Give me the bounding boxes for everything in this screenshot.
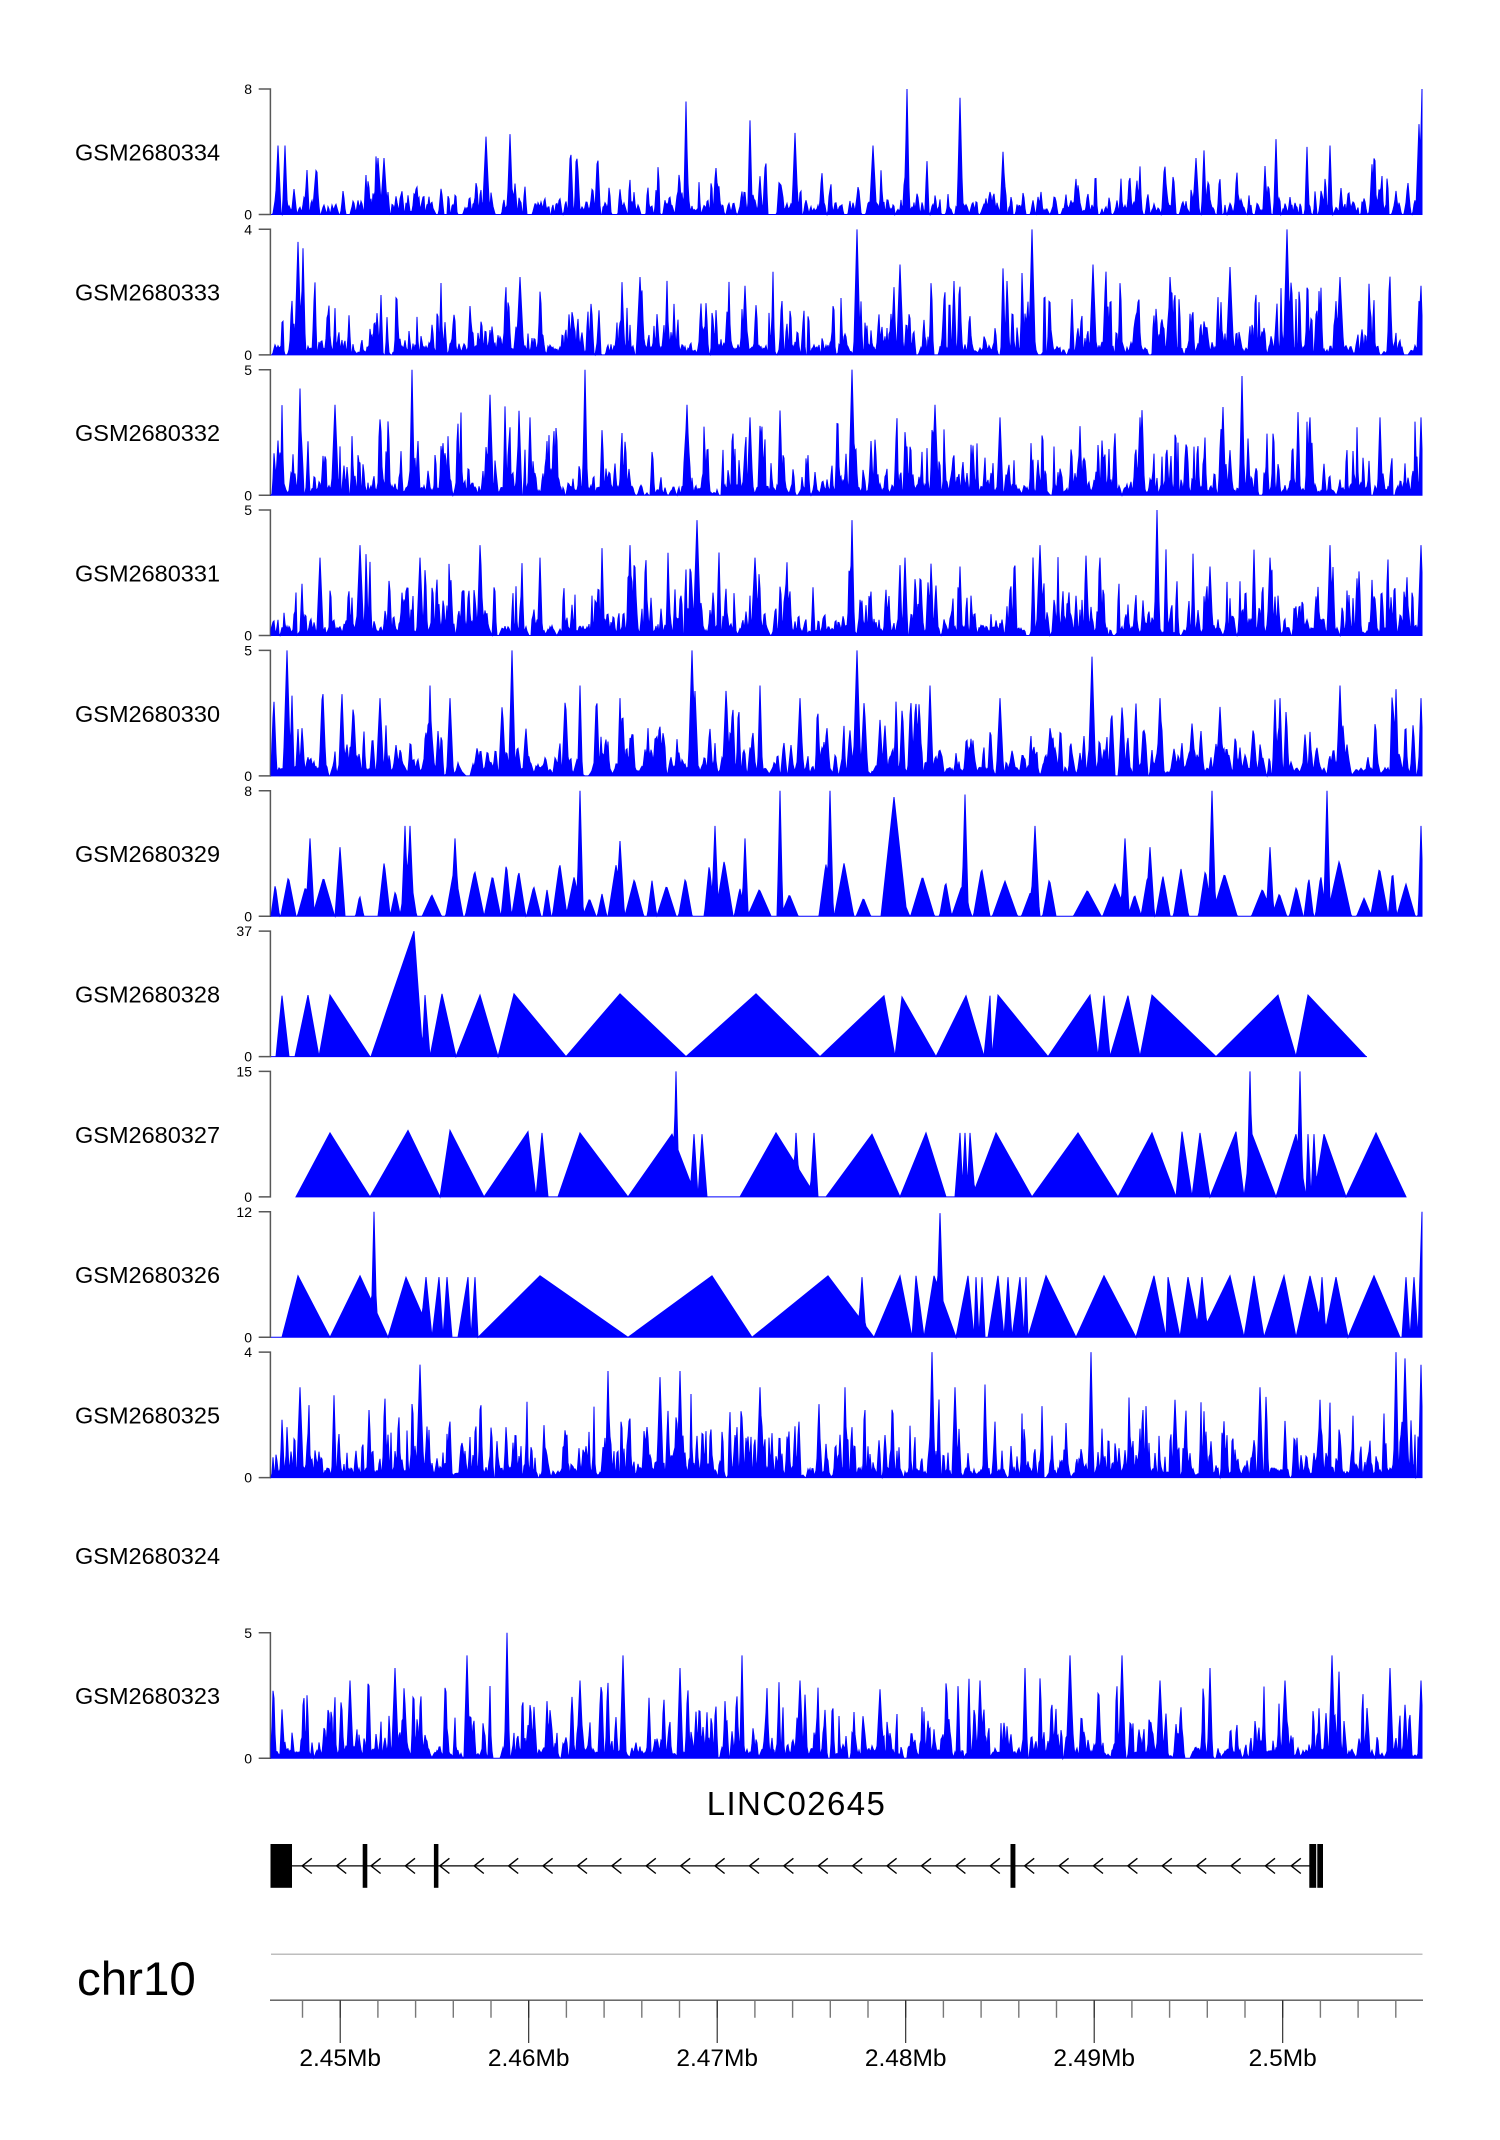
svg-text:GSM2680328: GSM2680328 xyxy=(75,981,220,1007)
svg-text:5: 5 xyxy=(244,502,252,518)
svg-text:4: 4 xyxy=(244,221,252,237)
svg-text:GSM2680325: GSM2680325 xyxy=(75,1403,220,1429)
svg-text:5: 5 xyxy=(244,1625,252,1641)
svg-text:0: 0 xyxy=(244,347,252,363)
svg-text:GSM2680327: GSM2680327 xyxy=(75,1122,220,1148)
svg-text:8: 8 xyxy=(244,81,252,97)
svg-text:0: 0 xyxy=(244,1470,252,1486)
svg-text:2.49Mb: 2.49Mb xyxy=(1053,2045,1135,2072)
svg-text:GSM2680326: GSM2680326 xyxy=(75,1262,220,1288)
svg-text:GSM2680333: GSM2680333 xyxy=(75,280,220,306)
svg-text:2.46Mb: 2.46Mb xyxy=(488,2045,570,2072)
svg-text:5: 5 xyxy=(244,643,252,659)
svg-text:GSM2680334: GSM2680334 xyxy=(75,139,220,165)
svg-text:GSM2680329: GSM2680329 xyxy=(75,841,220,867)
svg-text:GSM2680323: GSM2680323 xyxy=(75,1683,220,1709)
svg-text:0: 0 xyxy=(244,768,252,784)
svg-text:0: 0 xyxy=(244,1049,252,1065)
svg-text:0: 0 xyxy=(244,1329,252,1345)
svg-text:0: 0 xyxy=(244,1189,252,1205)
svg-text:12: 12 xyxy=(236,1204,252,1220)
svg-text:2.47Mb: 2.47Mb xyxy=(676,2045,758,2072)
svg-text:37: 37 xyxy=(236,923,252,939)
svg-text:8: 8 xyxy=(244,783,252,799)
svg-text:GSM2680324: GSM2680324 xyxy=(75,1543,220,1569)
svg-text:GSM2680331: GSM2680331 xyxy=(75,560,220,586)
svg-text:chr10: chr10 xyxy=(77,1953,196,2006)
svg-text:GSM2680330: GSM2680330 xyxy=(75,701,220,727)
svg-text:2.48Mb: 2.48Mb xyxy=(865,2045,947,2072)
svg-text:5: 5 xyxy=(244,362,252,378)
svg-text:0: 0 xyxy=(244,207,252,223)
svg-text:15: 15 xyxy=(236,1064,252,1080)
svg-text:2.45Mb: 2.45Mb xyxy=(299,2045,381,2072)
svg-text:0: 0 xyxy=(244,1750,252,1766)
svg-text:2.5Mb: 2.5Mb xyxy=(1249,2045,1317,2072)
svg-text:0: 0 xyxy=(244,628,252,644)
svg-text:0: 0 xyxy=(244,908,252,924)
svg-text:4: 4 xyxy=(244,1344,252,1360)
svg-text:GSM2680332: GSM2680332 xyxy=(75,420,220,446)
svg-text:LINC02645: LINC02645 xyxy=(707,1785,887,1822)
svg-text:0: 0 xyxy=(244,487,252,503)
